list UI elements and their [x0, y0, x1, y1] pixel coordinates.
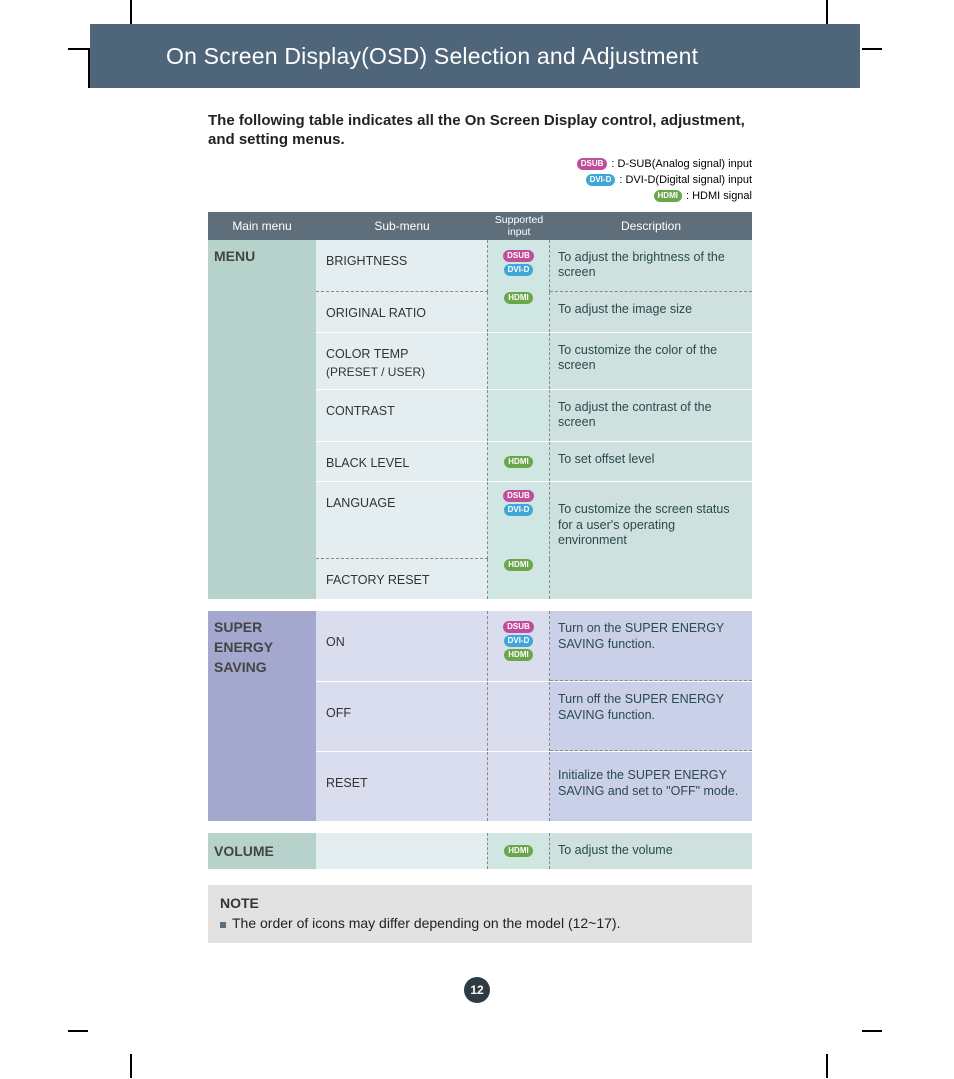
- page-title: On Screen Display(OSD) Selection and Adj…: [166, 43, 698, 70]
- row-ses-off: OFF Turn off the SUPER ENERGY SAVING fun…: [316, 681, 752, 751]
- legend-text: : HDMI signal: [686, 188, 752, 204]
- row-factoryreset: FACTORY RESET HDMI: [316, 559, 752, 599]
- crop-mark: [826, 1054, 828, 1078]
- sup-colortemp: [488, 333, 550, 389]
- sub-colortemp-label: COLOR TEMP: [326, 347, 408, 361]
- desc-brightness: To adjust the brightness of the screen: [550, 240, 752, 292]
- legend-text: : DVI-D(Digital signal) input: [619, 172, 752, 188]
- row-blacklevel: BLACK LEVEL HDMI To set offset level: [316, 441, 752, 481]
- hdmi-badge: HDMI: [504, 292, 532, 304]
- dsub-badge: DSUB: [503, 621, 534, 633]
- desc-ses-off: Turn off the SUPER ENERGY SAVING functio…: [550, 682, 752, 751]
- crop-mark: [130, 1054, 132, 1078]
- row-ses-reset: RESET Initialize the SUPER ENERGY SAVING…: [316, 751, 752, 821]
- intro-text: The following table indicates all the On…: [208, 112, 748, 150]
- sub-volume: [316, 833, 488, 869]
- menu-rows: BRIGHTNESS DSUB DVI-D To adjust the brig…: [316, 240, 752, 599]
- sup-originalratio: HDMI: [488, 292, 550, 332]
- note-body: The order of icons may differ depending …: [220, 915, 740, 931]
- section-volume: VOLUME HDMI To adjust the volume: [208, 833, 752, 869]
- mainmenu-ses: SUPER ENERGY SAVING: [208, 611, 316, 821]
- page-number: 12: [464, 977, 490, 1003]
- sub-colortemp-sub2: (PRESET / USER): [326, 365, 477, 379]
- sub-factoryreset: FACTORY RESET: [316, 559, 488, 599]
- sub-colortemp: COLOR TEMP (PRESET / USER): [316, 333, 488, 389]
- desc-ses-reset: Initialize the SUPER ENERGY SAVING and s…: [550, 752, 752, 821]
- input-legend: DSUB : D-SUB(Analog signal) input DVI-D …: [208, 156, 752, 204]
- crop-mark: [826, 0, 828, 24]
- sub-contrast: CONTRAST: [316, 390, 488, 441]
- desc-volume: To adjust the volume: [550, 833, 752, 869]
- hdmi-badge: HDMI: [504, 456, 532, 468]
- crop-mark: [68, 48, 88, 50]
- dvid-badge: DVI-D: [504, 264, 534, 276]
- th-main: Main menu: [208, 219, 316, 233]
- crop-mark: [862, 48, 882, 50]
- dsub-badge: DSUB: [577, 158, 608, 170]
- sub-originalratio: ORIGINAL RATIO: [316, 292, 488, 332]
- desc-language: To customize the screen status for a use…: [550, 482, 752, 559]
- row-volume: HDMI To adjust the volume: [316, 833, 752, 869]
- row-colortemp: COLOR TEMP (PRESET / USER) To customize …: [316, 332, 752, 389]
- note-title: NOTE: [220, 895, 740, 911]
- desc-ses-on: Turn on the SUPER ENERGY SAVING function…: [550, 611, 752, 681]
- legend-row-dvid: DVI-D : DVI-D(Digital signal) input: [208, 172, 752, 188]
- hdmi-badge: HDMI: [504, 559, 532, 571]
- th-sup: Supported input: [488, 214, 550, 238]
- sup-ses-reset: [488, 752, 550, 821]
- volume-rows: HDMI To adjust the volume: [316, 833, 752, 869]
- row-language: LANGUAGE DSUB DVI-D To customize the scr…: [316, 481, 752, 559]
- th-desc: Description: [550, 219, 752, 233]
- row-originalratio: ORIGINAL RATIO HDMI To adjust the image …: [316, 292, 752, 332]
- dvid-badge: DVI-D: [504, 635, 534, 647]
- desc-contrast: To adjust the contrast of the screen: [550, 390, 752, 441]
- page: On Screen Display(OSD) Selection and Adj…: [0, 0, 954, 1079]
- content: The following table indicates all the On…: [208, 112, 752, 943]
- desc-colortemp: To customize the color of the screen: [550, 333, 752, 389]
- dsub-badge: DSUB: [503, 490, 534, 502]
- sub-blacklevel: BLACK LEVEL: [316, 442, 488, 481]
- dvid-badge: DVI-D: [586, 174, 616, 186]
- sup-contrast: [488, 390, 550, 441]
- desc-blacklevel: To set offset level: [550, 442, 752, 481]
- desc-originalratio: To adjust the image size: [550, 292, 752, 332]
- legend-text: : D-SUB(Analog signal) input: [611, 156, 752, 172]
- row-ses-on: ON DSUB DVI-D HDMI Turn on the SUPER ENE…: [316, 611, 752, 681]
- sub-language: LANGUAGE: [316, 482, 488, 559]
- sup-factoryreset: HDMI: [488, 559, 550, 599]
- sup-ses-on: DSUB DVI-D HDMI: [488, 611, 550, 681]
- crop-mark: [862, 1030, 882, 1032]
- sup-language: DSUB DVI-D: [488, 482, 550, 559]
- crop-mark: [68, 1030, 88, 1032]
- dvid-badge: DVI-D: [504, 504, 534, 516]
- hdmi-badge: HDMI: [654, 190, 682, 202]
- legend-row-dsub: DSUB : D-SUB(Analog signal) input: [208, 156, 752, 172]
- row-contrast: CONTRAST To adjust the contrast of the s…: [316, 389, 752, 441]
- table-header: Main menu Sub-menu Supported input Descr…: [208, 212, 752, 240]
- hdmi-badge: HDMI: [504, 649, 532, 661]
- sub-ses-reset: RESET: [316, 752, 488, 821]
- mainmenu-menu: MENU: [208, 240, 316, 599]
- sup-brightness: DSUB DVI-D: [488, 240, 550, 292]
- desc-factoryreset-cont: [550, 559, 752, 599]
- page-title-bar: On Screen Display(OSD) Selection and Adj…: [90, 24, 860, 88]
- legend-row-hdmi: HDMI : HDMI signal: [208, 188, 752, 204]
- section-menu: MENU BRIGHTNESS DSUB DVI-D To adjust the…: [208, 240, 752, 599]
- note-box: NOTE The order of icons may differ depen…: [208, 885, 752, 943]
- section-ses: SUPER ENERGY SAVING ON DSUB DVI-D HDMI T…: [208, 611, 752, 821]
- dsub-badge: DSUB: [503, 250, 534, 262]
- ses-rows: ON DSUB DVI-D HDMI Turn on the SUPER ENE…: [316, 611, 752, 821]
- sub-ses-on: ON: [316, 611, 488, 681]
- th-sub: Sub-menu: [316, 219, 488, 233]
- note-text: The order of icons may differ depending …: [232, 915, 620, 931]
- mainmenu-volume: VOLUME: [208, 833, 316, 869]
- sup-ses-off: [488, 682, 550, 751]
- row-brightness: BRIGHTNESS DSUB DVI-D To adjust the brig…: [316, 240, 752, 292]
- sup-blacklevel: HDMI: [488, 442, 550, 481]
- sub-brightness: BRIGHTNESS: [316, 240, 488, 292]
- hdmi-badge: HDMI: [504, 845, 532, 857]
- crop-mark: [130, 0, 132, 24]
- sup-volume: HDMI: [488, 833, 550, 869]
- sub-ses-off: OFF: [316, 682, 488, 751]
